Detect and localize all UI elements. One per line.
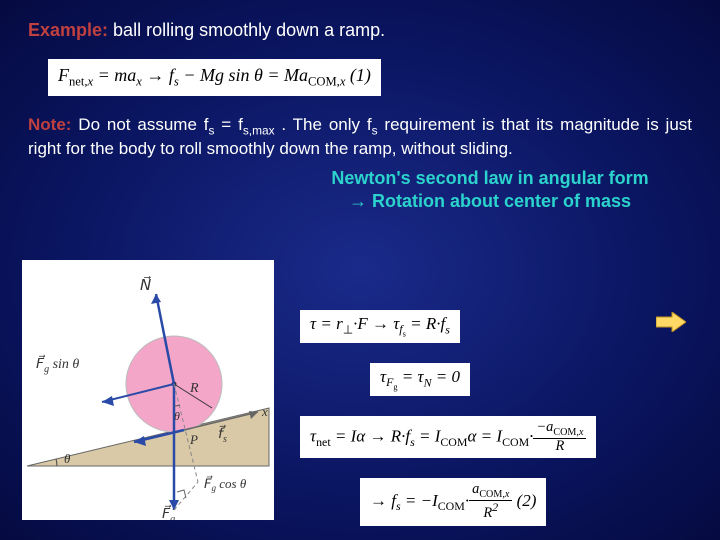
angle-label-center: θ xyxy=(174,409,180,423)
vector-fgsin-label: F⃗g sin θ xyxy=(36,354,79,375)
title-line: Example: ball rolling smoothly down a ra… xyxy=(28,20,692,41)
equation-area: τ = r⊥·F → τfs = R·fs τFg = τN = 0 τnet … xyxy=(300,300,692,536)
title-text: ball rolling smoothly down a ramp. xyxy=(108,20,385,40)
vector-n-head xyxy=(151,294,161,304)
note-text-3: . The only f xyxy=(275,115,372,134)
equation-4: τnet = Iα → R·fs = ICOMα = ICOM·−aCOM,xR xyxy=(300,416,596,459)
note-text-2: = f xyxy=(214,115,242,134)
equation-5: → fs = −ICOM·aCOM,xR2 (2) xyxy=(360,478,546,526)
subheading: Newton's second law in angular form → Ro… xyxy=(288,167,692,214)
note-text-1: Do not assume f xyxy=(71,115,208,134)
radius-label: R xyxy=(189,381,199,396)
vector-fg-head xyxy=(169,500,179,510)
vector-fgsin-head xyxy=(102,396,114,406)
vector-n-label: N⃗ xyxy=(140,275,151,294)
point-p-label: P xyxy=(189,432,198,447)
subhead-line-2: → Rotation about center of mass xyxy=(349,191,631,211)
note-block: Note: Do not assume fs = fs,max . The on… xyxy=(28,114,692,161)
example-label: Example: xyxy=(28,20,108,40)
equation-1: Fnet,x = max → fs − Mg sin θ = MaCOM,x (… xyxy=(48,59,381,96)
note-label: Note: xyxy=(28,115,71,134)
equation-2: τ = r⊥·F → τfs = R·fs xyxy=(300,310,460,343)
ramp-ball-svg: θ R P N⃗ f⃗s x F⃗g sin θ F⃗g F⃗g cos θ xyxy=(22,260,274,520)
x-axis-label: x xyxy=(261,404,268,419)
physics-diagram: θ R P N⃗ f⃗s x F⃗g sin θ F⃗g F⃗g cos θ xyxy=(22,260,274,520)
subhead-line-1: Newton's second law in angular form xyxy=(331,168,648,188)
equation-3: τFg = τN = 0 xyxy=(370,363,470,396)
vector-fgcos-label: F⃗g cos θ xyxy=(204,476,247,493)
angle-label-left: θ xyxy=(64,451,71,466)
note-sub-2: s,max xyxy=(243,123,275,137)
right-angle-marker xyxy=(177,490,186,498)
